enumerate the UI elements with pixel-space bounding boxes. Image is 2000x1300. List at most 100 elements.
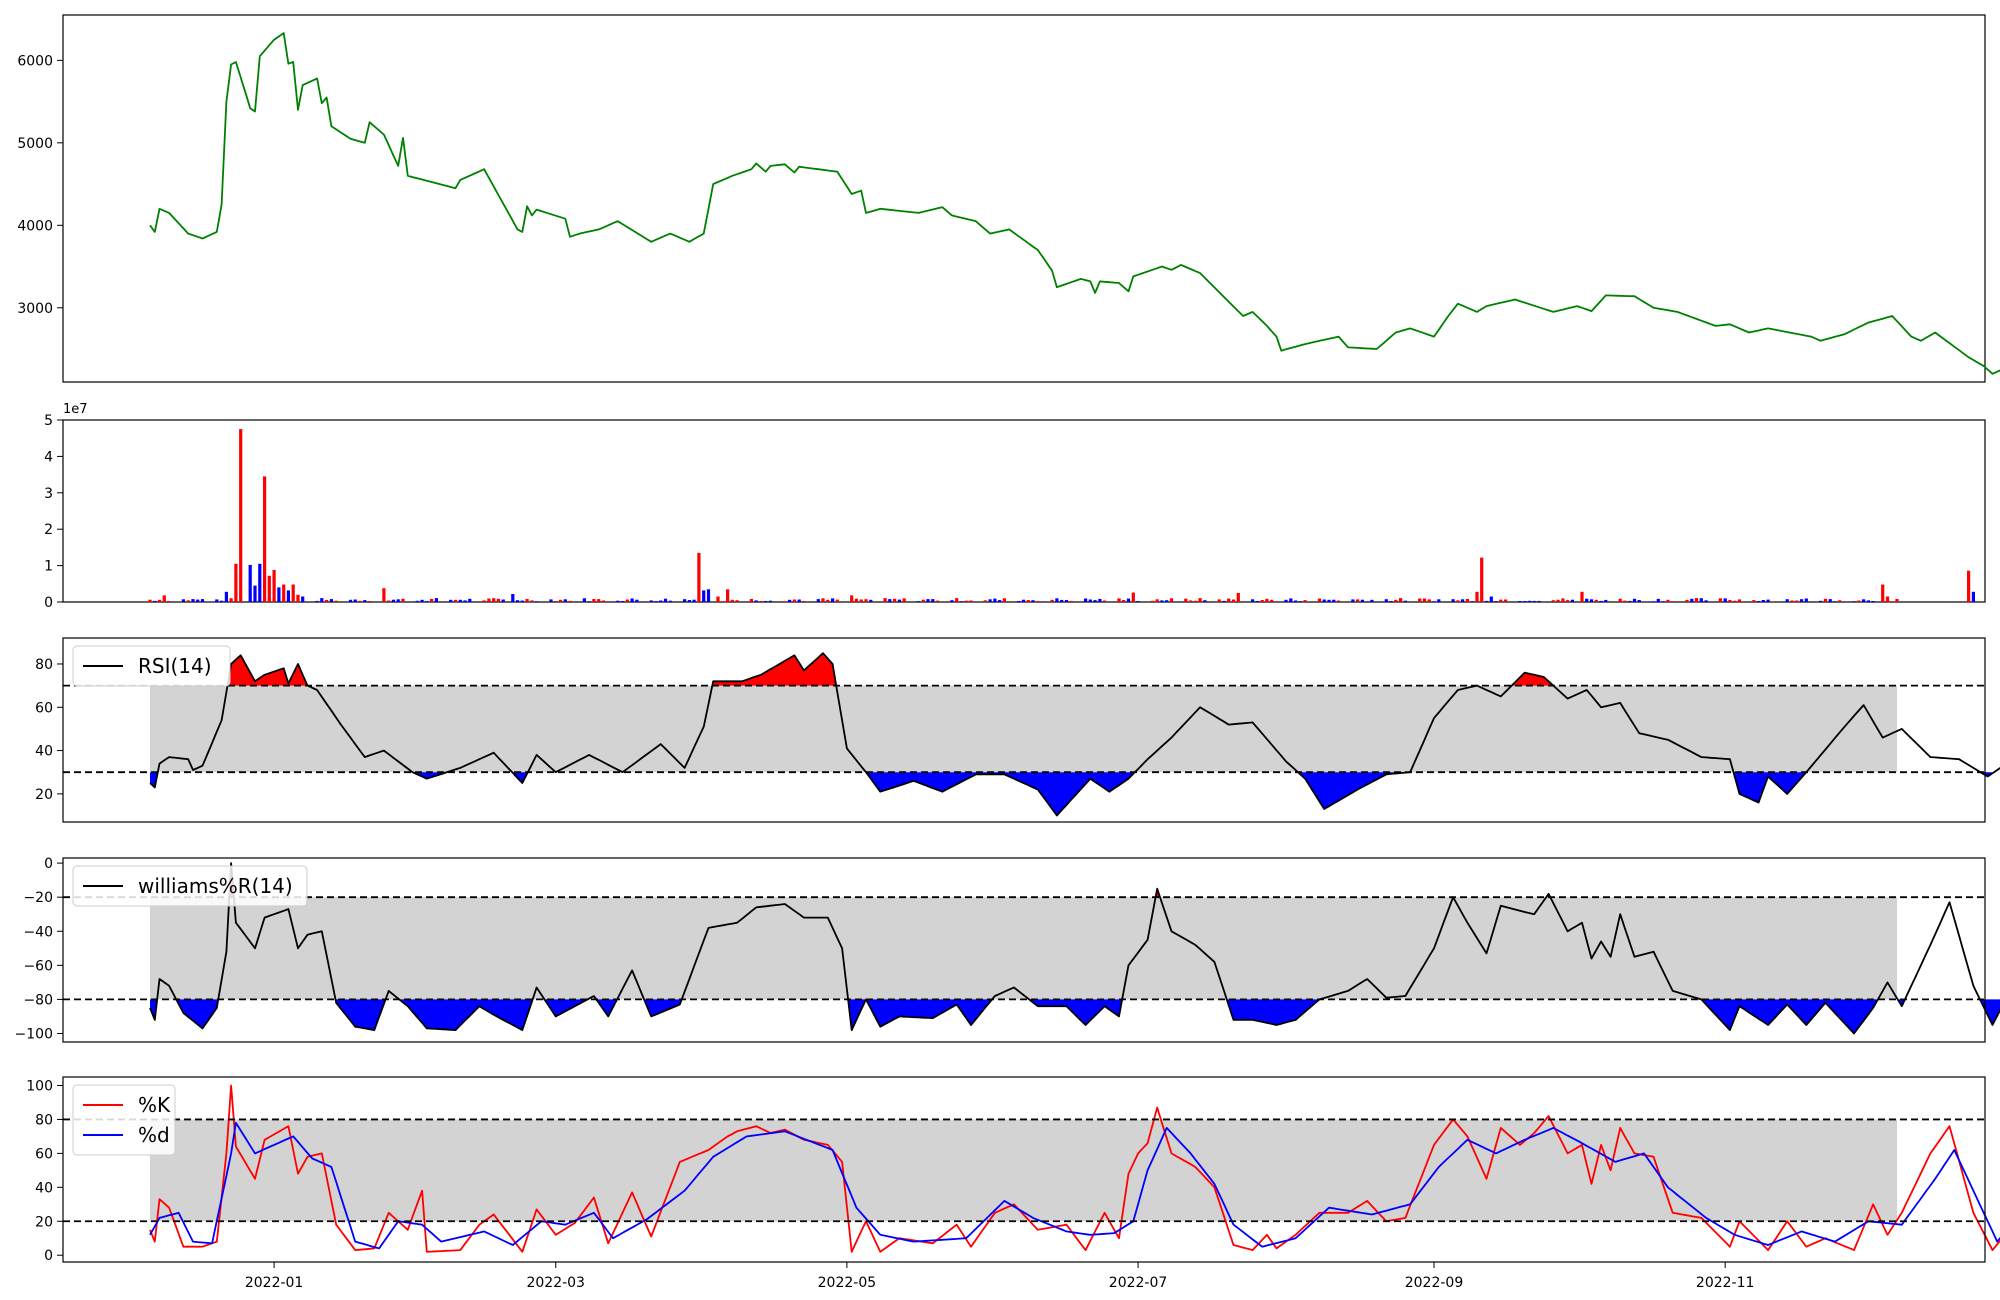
volume-bar xyxy=(468,598,472,602)
volume-bar xyxy=(1819,600,1823,602)
rsi-legend: RSI(14) xyxy=(72,645,231,687)
x-tick-label: 2022-03 xyxy=(526,1275,585,1291)
volume-bar xyxy=(1761,600,1765,602)
volume-ytick-label: 4 xyxy=(44,449,53,465)
volume-bar xyxy=(1637,600,1641,602)
volume-bar xyxy=(1122,600,1126,602)
volume-bar xyxy=(1604,599,1608,602)
volume-bar xyxy=(196,599,200,602)
volume-bar xyxy=(296,594,300,602)
volume-bar xyxy=(1317,598,1321,602)
volume-bar xyxy=(515,600,520,602)
volume-bar xyxy=(1184,598,1188,602)
volume-bar xyxy=(1661,601,1665,602)
rsi-ytick-label: 40 xyxy=(35,744,53,760)
volume-bar xyxy=(1656,598,1660,602)
volume-bar xyxy=(1021,599,1026,602)
volume-bar xyxy=(558,599,563,602)
volume-bar xyxy=(706,589,711,602)
volume-bar xyxy=(430,599,434,602)
volume-bar xyxy=(1384,599,1388,602)
volume-bar xyxy=(955,598,959,602)
volume-bar xyxy=(1518,601,1522,602)
volume-bar xyxy=(1389,601,1393,602)
volume-bar xyxy=(1117,598,1121,602)
volume-bar xyxy=(654,601,658,602)
volume-bar xyxy=(1704,600,1708,602)
volume-bar xyxy=(683,599,687,602)
rsi-oversold-fill xyxy=(866,772,1135,816)
volume-bar xyxy=(1222,600,1226,602)
volume-bar xyxy=(1881,584,1885,602)
williams-ytick-label: −100 xyxy=(15,1026,53,1042)
volume-bar xyxy=(1298,601,1302,602)
volume-bar xyxy=(1489,596,1493,602)
volume-bar xyxy=(783,601,787,602)
stochastic-legend-box xyxy=(72,1084,176,1156)
volume-bar xyxy=(983,600,987,602)
rsi-legend-box xyxy=(72,645,231,687)
volume-bar xyxy=(277,587,281,602)
volume-bar xyxy=(754,600,758,602)
stochastic-k-line xyxy=(149,1084,2000,1253)
volume-bar xyxy=(1155,599,1159,602)
volume-bar xyxy=(1050,599,1054,602)
williams-ytick-label: −80 xyxy=(23,992,53,1008)
volume-bar xyxy=(998,600,1002,602)
volume-bar xyxy=(401,598,405,602)
volume-bar xyxy=(1332,599,1336,602)
volume-bar xyxy=(1303,600,1307,602)
volume-bar xyxy=(258,563,262,602)
volume-bar xyxy=(535,601,539,602)
volume-bar xyxy=(1418,598,1422,602)
volume-bar xyxy=(1733,600,1737,602)
volume-bar xyxy=(869,599,873,602)
volume-bar xyxy=(563,599,567,602)
volume-bar xyxy=(348,599,353,602)
volume-bar xyxy=(1971,591,1975,602)
volume-bar xyxy=(1484,600,1489,602)
volume-bar xyxy=(692,599,696,602)
volume-bar xyxy=(969,600,973,602)
volume-bar xyxy=(1551,600,1555,602)
volume-bar xyxy=(1685,599,1689,602)
volume-bar xyxy=(797,599,801,602)
volume-bar xyxy=(449,599,453,602)
volume-bar xyxy=(1265,598,1269,602)
volume-bar xyxy=(1823,598,1827,602)
volume-bar xyxy=(630,598,634,602)
rsi-oversold-fill xyxy=(412,772,447,779)
volume-bar xyxy=(1456,600,1460,602)
volume-bar xyxy=(1060,599,1064,602)
volume-bar xyxy=(1566,600,1570,602)
volume-bar xyxy=(759,601,763,602)
volume-bar xyxy=(1231,599,1236,602)
volume-bar xyxy=(153,600,157,602)
volume-bar xyxy=(1523,601,1527,602)
volume-bar xyxy=(1504,599,1508,602)
volume-bar xyxy=(186,600,190,602)
volume-bar xyxy=(1289,598,1293,602)
volume-bar xyxy=(1494,601,1498,602)
volume-bar xyxy=(1017,601,1021,602)
stochastic-legend-label: %d xyxy=(138,1123,170,1147)
x-tick-label: 2022-07 xyxy=(1109,1275,1168,1291)
rsi-frame xyxy=(62,637,1986,823)
volume-bar xyxy=(1084,598,1088,602)
price-ytick-label: 3000 xyxy=(17,301,53,317)
volume-bar xyxy=(157,599,162,602)
williams-oversold-fill xyxy=(544,999,588,1017)
volume-bar xyxy=(224,591,228,602)
volume-bar xyxy=(267,575,271,602)
volume-bar xyxy=(802,600,806,602)
volume-bar xyxy=(554,601,558,602)
volume-bar xyxy=(897,599,901,602)
volume-bar xyxy=(1336,600,1341,602)
volume-bar xyxy=(1322,599,1326,602)
volume-bar xyxy=(200,599,205,602)
volume-bar xyxy=(1451,599,1455,602)
volume-bar xyxy=(353,599,357,602)
volume-bar xyxy=(1556,599,1560,602)
volume-bar xyxy=(315,600,319,602)
rsi-neutral-band xyxy=(150,685,1897,773)
